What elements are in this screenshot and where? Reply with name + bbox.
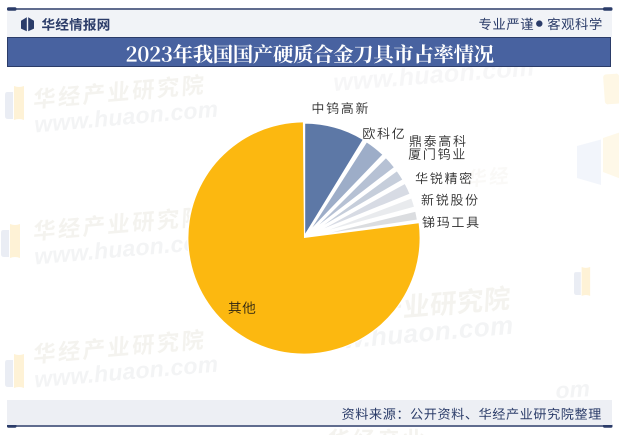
svg-text:www.huaon.com: www.huaon.com (33, 228, 219, 270)
svg-text:www.huaon.com: www.huaon.com (33, 96, 219, 138)
svg-text:www.huaon.com: www.huaon.com (33, 351, 219, 393)
svg-text:www.huaon.com: www.huaon.com (301, 310, 515, 358)
